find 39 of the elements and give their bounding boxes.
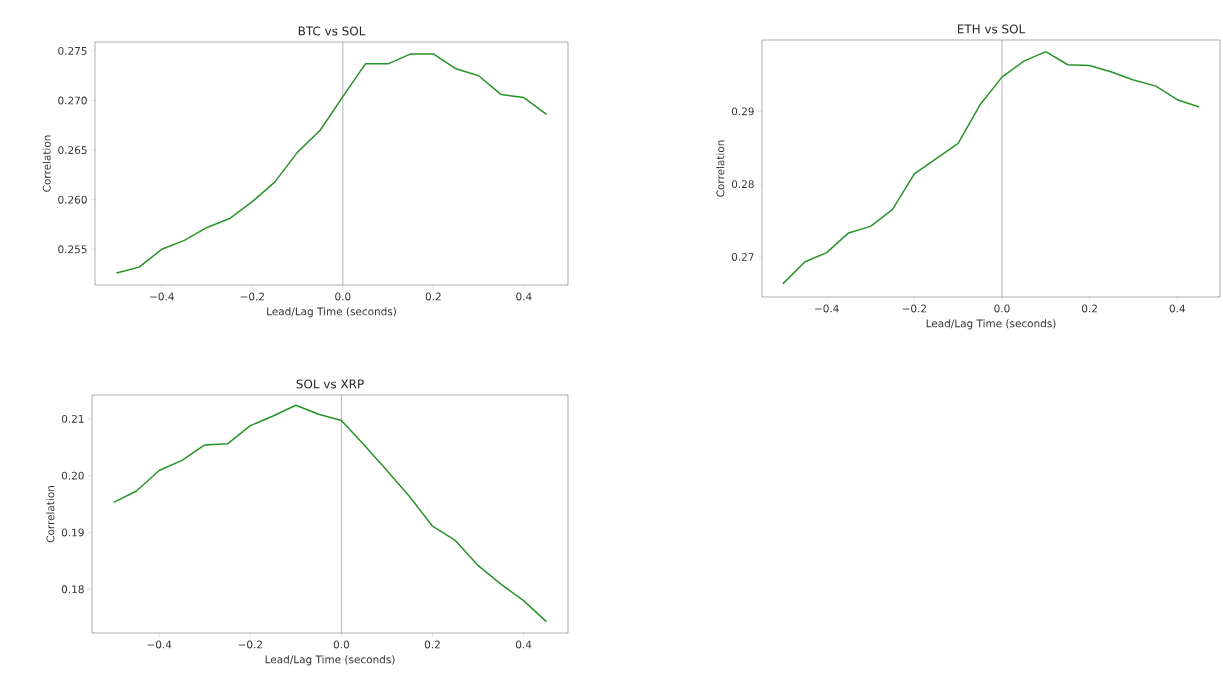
line-series xyxy=(112,404,548,623)
x-tick-label: −0.4 xyxy=(147,640,172,649)
x-tick-label: −0.2 xyxy=(240,292,264,301)
x-tick-label: 0.4 xyxy=(515,640,532,649)
x-tick-label: 0.2 xyxy=(1082,304,1097,313)
y-tick-label: 0.20 xyxy=(61,471,84,480)
y-tick-label: 0.270 xyxy=(58,96,87,105)
chart-title: ETH vs SOL xyxy=(957,24,1026,34)
y-tick-label: 0.19 xyxy=(61,528,84,537)
y-axis-title: Correlation xyxy=(46,486,55,543)
y-axis-title: Correlation xyxy=(716,140,725,197)
x-axis-title: Lead/Lag Time (seconds) xyxy=(926,319,1056,330)
y-axis-title: Correlation xyxy=(42,135,51,192)
x-tick-label: 0.4 xyxy=(1169,304,1186,313)
y-tick-label: 0.21 xyxy=(61,414,84,423)
y-tick-label: 0.29 xyxy=(731,107,754,116)
y-tick-label: 0.18 xyxy=(61,585,84,594)
y-tick-label: 0.28 xyxy=(731,180,754,189)
chart-title: SOL vs XRP xyxy=(296,379,364,389)
x-tick-label: 0.0 xyxy=(333,640,350,649)
line-series xyxy=(115,53,548,274)
y-tick-label: 0.260 xyxy=(58,195,87,204)
x-tick-label: 0.0 xyxy=(994,304,1010,313)
x-axis-title: Lead/Lag Time (seconds) xyxy=(267,307,396,318)
y-tick-label: 0.255 xyxy=(58,245,87,254)
x-tick-label: 0.2 xyxy=(424,640,440,649)
y-tick-label: 0.265 xyxy=(58,146,87,155)
line-series xyxy=(782,50,1200,285)
x-tick-label: 0.2 xyxy=(425,292,441,301)
chart-title: BTC vs SOL xyxy=(298,26,366,36)
x-tick-label: −0.2 xyxy=(902,304,926,313)
y-tick-label: 0.27 xyxy=(731,252,754,261)
x-tick-label: −0.4 xyxy=(150,292,174,301)
x-tick-label: −0.4 xyxy=(815,304,839,313)
x-axis-title: Lead/Lag Time (seconds) xyxy=(265,655,395,666)
x-tick-label: −0.2 xyxy=(238,640,262,649)
y-tick-label: 0.275 xyxy=(58,46,87,55)
x-tick-label: 0.4 xyxy=(516,292,532,301)
x-tick-label: 0.0 xyxy=(335,292,351,301)
